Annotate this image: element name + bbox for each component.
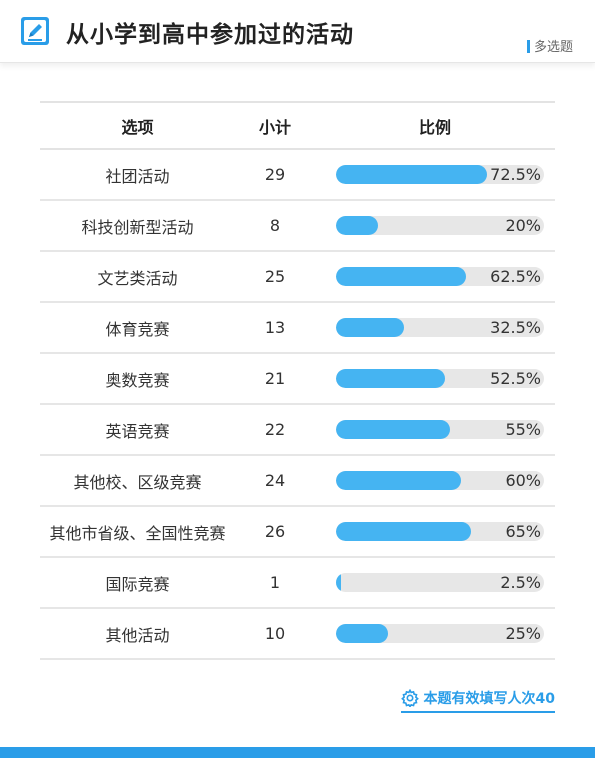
ratio-bar-track: 65% xyxy=(336,522,544,541)
option-label: 奥数竞赛 xyxy=(105,370,170,390)
ratio-bar-track: 25% xyxy=(336,624,544,643)
ratio-cell: 52.5% xyxy=(315,369,555,388)
ratio-cell: 65% xyxy=(315,522,555,541)
pencil-edit-icon xyxy=(21,17,49,45)
table-row: 英语竞赛 22 55% xyxy=(40,405,555,456)
table-row: 其他市省级、全国性竞赛 26 65% xyxy=(40,507,555,558)
option-count: 10 xyxy=(264,624,286,643)
ratio-bar-track: 55% xyxy=(336,420,544,439)
option-count: 13 xyxy=(264,318,286,337)
ratio-bar-fill xyxy=(336,369,446,388)
ratio-percent: 20% xyxy=(505,216,541,235)
question-type-label: 多选题 xyxy=(533,40,573,55)
ratio-bar-fill xyxy=(336,267,466,286)
column-header-ratio: 比例 xyxy=(418,117,451,137)
option-count: 25 xyxy=(264,267,286,286)
option-label: 国际竞赛 xyxy=(105,574,170,594)
ratio-bar-track: 62.5% xyxy=(336,267,544,286)
ratio-bar-fill xyxy=(336,165,487,184)
ratio-bar-fill xyxy=(336,216,378,235)
ratio-bar-track: 2.5% xyxy=(336,573,544,592)
ratio-cell: 2.5% xyxy=(315,573,555,592)
ratio-bar-fill xyxy=(336,420,451,439)
option-label: 其他活动 xyxy=(105,625,170,645)
ratio-percent: 32.5% xyxy=(490,318,541,337)
ratio-cell: 72.5% xyxy=(315,165,555,184)
ratio-cell: 55% xyxy=(315,420,555,439)
ratio-percent: 55% xyxy=(505,420,541,439)
ratio-bar-fill xyxy=(336,471,461,490)
table-row: 国际竞赛 1 2.5% xyxy=(40,558,555,609)
gear-icon xyxy=(400,689,419,707)
option-count: 1 xyxy=(269,573,281,592)
ratio-percent: 62.5% xyxy=(490,267,541,286)
option-count: 24 xyxy=(264,471,286,490)
ratio-percent: 72.5% xyxy=(490,165,541,184)
bottom-accent-bar xyxy=(0,747,595,758)
page-title: 从小学到高中参加过的活动 xyxy=(66,22,354,48)
ratio-bar-track: 60% xyxy=(336,471,544,490)
ratio-cell: 62.5% xyxy=(315,267,555,286)
ratio-percent: 2.5% xyxy=(500,573,541,592)
option-label: 其他市省级、全国性竞赛 xyxy=(49,523,226,543)
option-count: 8 xyxy=(269,216,281,235)
valid-responses-text: 本题有效填写人次40 xyxy=(423,691,555,707)
ratio-bar-track: 20% xyxy=(336,216,544,235)
option-count: 26 xyxy=(264,522,286,541)
table-row: 其他校、区级竞赛 24 60% xyxy=(40,456,555,507)
ratio-cell: 20% xyxy=(315,216,555,235)
ratio-bar-fill xyxy=(336,573,342,592)
table-row: 其他活动 10 25% xyxy=(40,609,555,660)
results-table: 选项 小计 比例 社团活动 29 72.5% 科技创新型活动 8 20% 文艺类活动 25 62… xyxy=(40,101,555,660)
ratio-cell: 60% xyxy=(315,471,555,490)
table-header: 选项 小计 比例 xyxy=(40,103,555,150)
table-row: 体育竞赛 13 32.5% xyxy=(40,303,555,354)
table-row: 奥数竞赛 21 52.5% xyxy=(40,354,555,405)
option-label: 英语竞赛 xyxy=(105,421,170,441)
ratio-cell: 32.5% xyxy=(315,318,555,337)
option-label: 文艺类活动 xyxy=(97,268,178,288)
ratio-bar-fill xyxy=(336,522,472,541)
tag-marker xyxy=(526,40,530,53)
table-row: 文艺类活动 25 62.5% xyxy=(40,252,555,303)
ratio-bar-track: 72.5% xyxy=(336,165,544,184)
ratio-percent: 52.5% xyxy=(490,369,541,388)
page-header: 从小学到高中参加过的活动 多选题 xyxy=(0,0,595,63)
option-label: 科技创新型活动 xyxy=(81,217,194,237)
table-body: 社团活动 29 72.5% 科技创新型活动 8 20% 文艺类活动 25 62.5% 体育竞赛 13… xyxy=(40,150,555,660)
ratio-bar-track: 52.5% xyxy=(336,369,544,388)
ratio-bar-fill xyxy=(336,624,388,643)
option-label: 体育竞赛 xyxy=(105,319,170,339)
column-header-count: 小计 xyxy=(258,117,291,137)
option-count: 29 xyxy=(264,165,286,184)
ratio-percent: 25% xyxy=(505,624,541,643)
valid-responses-link[interactable]: 本题有效填写人次40 xyxy=(400,688,555,713)
question-type-tag: 多选题 xyxy=(526,36,573,55)
option-count: 22 xyxy=(264,420,286,439)
ratio-bar-fill xyxy=(336,318,404,337)
ratio-percent: 65% xyxy=(505,522,541,541)
ratio-percent: 60% xyxy=(505,471,541,490)
ratio-cell: 25% xyxy=(315,624,555,643)
column-header-option: 选项 xyxy=(121,117,154,137)
option-label: 社团活动 xyxy=(105,166,170,186)
table-row: 科技创新型活动 8 20% xyxy=(40,201,555,252)
option-count: 21 xyxy=(264,369,286,388)
table-row: 社团活动 29 72.5% xyxy=(40,150,555,201)
option-label: 其他校、区级竞赛 xyxy=(73,472,202,492)
ratio-bar-track: 32.5% xyxy=(336,318,544,337)
